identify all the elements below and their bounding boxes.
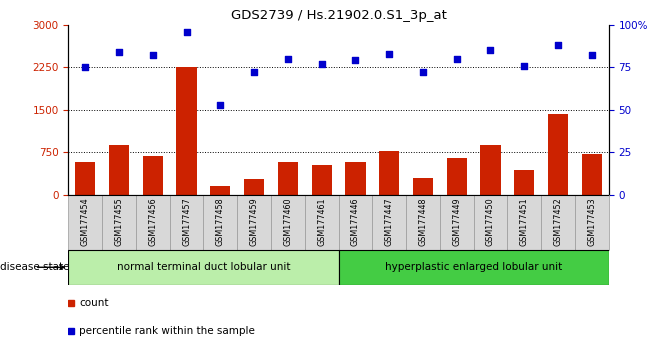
Text: GSM177451: GSM177451: [519, 198, 529, 246]
Text: GSM177452: GSM177452: [553, 198, 562, 246]
Bar: [345, 162, 366, 195]
Bar: [507, 195, 541, 250]
Text: GSM177456: GSM177456: [148, 198, 158, 246]
Text: GSM177449: GSM177449: [452, 198, 461, 246]
Point: [519, 63, 529, 68]
Point: [182, 29, 192, 34]
Point: [316, 61, 327, 67]
Bar: [203, 195, 237, 250]
Bar: [210, 186, 230, 195]
Bar: [170, 195, 203, 250]
Bar: [278, 162, 298, 195]
Point: [80, 64, 90, 70]
Text: percentile rank within the sample: percentile rank within the sample: [79, 326, 255, 336]
Point: [587, 52, 597, 58]
Text: normal terminal duct lobular unit: normal terminal duct lobular unit: [117, 262, 290, 272]
Text: GSM177447: GSM177447: [385, 198, 394, 246]
Bar: [582, 154, 602, 195]
Bar: [447, 159, 467, 195]
Text: GSM177458: GSM177458: [216, 198, 225, 246]
Bar: [339, 250, 609, 285]
Text: GSM177455: GSM177455: [115, 198, 124, 246]
Point: [215, 102, 225, 108]
Text: GSM177454: GSM177454: [81, 198, 90, 246]
Bar: [548, 114, 568, 195]
Bar: [440, 195, 474, 250]
Text: GSM177460: GSM177460: [283, 198, 292, 246]
Point: [553, 42, 563, 48]
Bar: [575, 195, 609, 250]
Bar: [271, 195, 305, 250]
Text: count: count: [79, 298, 109, 308]
Point: [350, 58, 361, 63]
Bar: [136, 195, 170, 250]
Bar: [379, 150, 399, 195]
Point: [384, 51, 395, 57]
Title: GDS2739 / Hs.21902.0.S1_3p_at: GDS2739 / Hs.21902.0.S1_3p_at: [230, 9, 447, 22]
Bar: [339, 195, 372, 250]
Bar: [305, 195, 339, 250]
Bar: [541, 195, 575, 250]
Bar: [514, 170, 534, 195]
Bar: [176, 67, 197, 195]
Point: [148, 52, 158, 58]
Bar: [372, 195, 406, 250]
Bar: [68, 195, 102, 250]
Bar: [480, 145, 501, 195]
Bar: [75, 162, 96, 195]
Text: GSM177461: GSM177461: [317, 198, 326, 246]
Text: GSM177459: GSM177459: [249, 198, 258, 246]
Bar: [474, 195, 507, 250]
Bar: [406, 195, 440, 250]
Bar: [68, 250, 339, 285]
Text: GSM177453: GSM177453: [587, 198, 596, 246]
Text: hyperplastic enlarged lobular unit: hyperplastic enlarged lobular unit: [385, 262, 562, 272]
Point: [418, 69, 428, 75]
Bar: [102, 195, 136, 250]
Bar: [109, 145, 129, 195]
Point: [485, 47, 495, 53]
Bar: [312, 165, 332, 195]
Point: [452, 56, 462, 62]
Text: GSM177448: GSM177448: [419, 198, 428, 246]
Text: GSM177450: GSM177450: [486, 198, 495, 246]
Point: [114, 49, 124, 55]
Text: GSM177457: GSM177457: [182, 198, 191, 246]
Text: disease state: disease state: [0, 262, 70, 272]
Point: [249, 69, 259, 75]
Point: [283, 56, 293, 62]
Bar: [413, 178, 433, 195]
Text: GSM177446: GSM177446: [351, 198, 360, 246]
Bar: [143, 156, 163, 195]
Bar: [244, 179, 264, 195]
Bar: [237, 195, 271, 250]
